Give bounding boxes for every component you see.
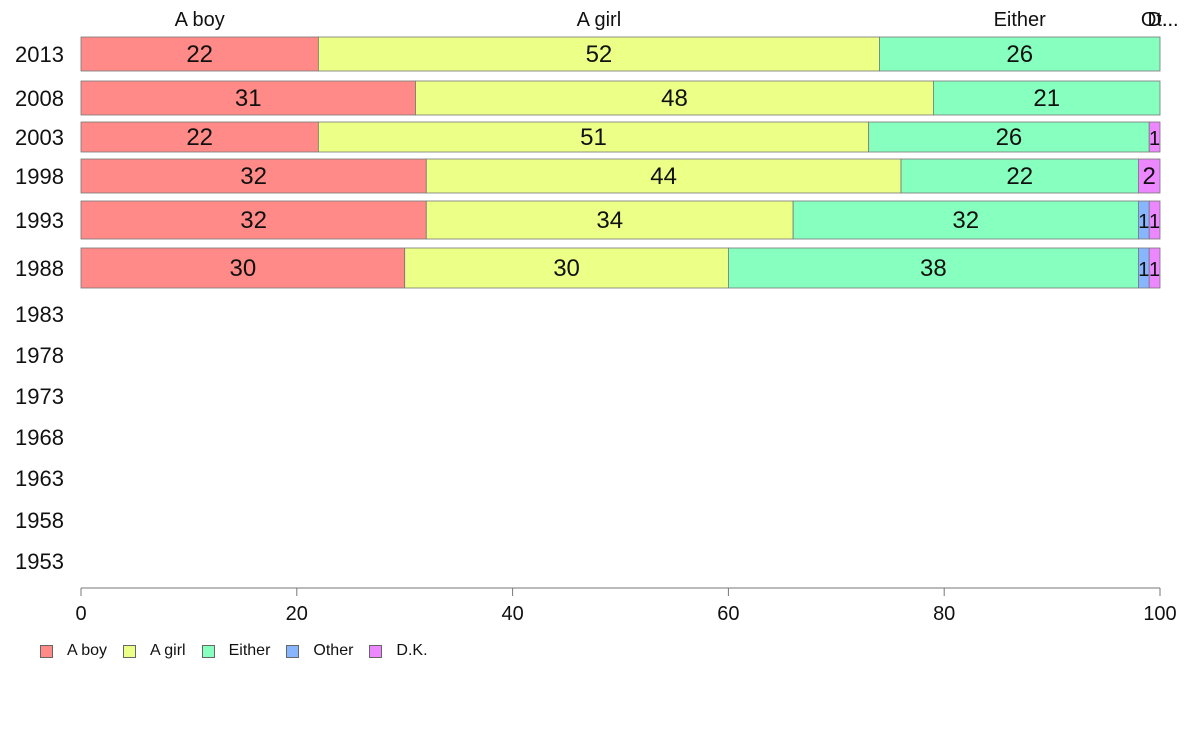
bar-segment <box>425 158 902 194</box>
data-label: 30 <box>229 255 256 282</box>
data-label: 22 <box>186 41 213 68</box>
data-label: 32 <box>240 163 267 190</box>
data-label: 32 <box>240 207 267 234</box>
bar-segment <box>900 158 1139 194</box>
top-series-label: Ot.. <box>1141 9 1173 31</box>
data-label: 22 <box>1006 163 1033 190</box>
bar-segment <box>80 121 319 153</box>
legend-label: A girl <box>150 642 186 659</box>
top-series-label: A boy <box>175 9 225 31</box>
top-series-label: Either <box>994 9 1047 31</box>
y-tick-label: 1998 <box>15 164 64 189</box>
y-tick-label: 1978 <box>15 343 64 368</box>
data-label: 51 <box>580 124 607 151</box>
legend-label: Either <box>228 642 271 659</box>
legend-item: Other <box>286 642 353 660</box>
y-tick-label: 1958 <box>15 508 64 533</box>
bar-segment <box>792 200 1139 240</box>
x-tick-label: 0 <box>75 603 86 625</box>
legend-label: A boy <box>67 642 108 659</box>
legend-label: D.K. <box>396 642 428 659</box>
data-label: 22 <box>186 124 213 151</box>
y-tick-label: 1988 <box>15 256 64 281</box>
y-tick-label: 1973 <box>15 384 64 409</box>
bar-segment <box>879 36 1161 72</box>
bar-segment <box>317 36 880 72</box>
bar-segment <box>80 200 427 240</box>
bar-segment <box>404 247 729 289</box>
legend-swatch <box>201 644 215 658</box>
bar-segment <box>1138 158 1161 194</box>
data-label: 38 <box>920 255 947 282</box>
bar-segment <box>425 200 794 240</box>
legend-swatch <box>123 644 137 658</box>
legend-item: Either <box>201 642 271 660</box>
x-tick-label: 80 <box>933 603 955 625</box>
y-tick-label: 2008 <box>15 86 64 111</box>
data-label: 2 <box>1143 163 1156 190</box>
bar-segment <box>80 247 406 289</box>
y-tick-label: 1963 <box>15 466 64 491</box>
data-label: 31 <box>235 85 262 112</box>
x-tick-label: 20 <box>286 603 308 625</box>
y-tick-label: 1968 <box>15 425 64 450</box>
data-label: 44 <box>650 163 677 190</box>
data-label: 32 <box>952 207 979 234</box>
data-label: 26 <box>1006 41 1033 68</box>
legend-item: D.K. <box>369 642 428 660</box>
x-tick-label: 40 <box>501 603 523 625</box>
bar-segment <box>1148 200 1161 240</box>
data-label: 1 <box>1149 259 1160 281</box>
y-tick-label: 1993 <box>15 208 64 233</box>
data-label: 52 <box>586 41 613 68</box>
bar-segment <box>317 121 870 153</box>
data-label: 34 <box>596 207 623 234</box>
data-label: 1 <box>1149 128 1160 150</box>
top-series-label: A girl <box>577 9 621 31</box>
legend-item: A girl <box>123 642 186 660</box>
bar-segment <box>1148 121 1161 153</box>
data-label: 1 <box>1138 211 1149 233</box>
data-label: 1 <box>1149 211 1160 233</box>
legend-item: A boy <box>40 642 107 660</box>
bar-segment <box>933 80 1161 116</box>
legend-swatch <box>369 644 383 658</box>
bar-segment <box>728 247 1139 289</box>
bar-segment <box>415 80 934 116</box>
x-tick-label: 100 <box>1143 603 1176 625</box>
chart-legend: A boy A girl Either Other D.K. <box>40 642 444 660</box>
y-tick-label: 1983 <box>15 302 64 327</box>
legend-swatch <box>286 644 300 658</box>
data-label: 30 <box>553 255 580 282</box>
data-label: 21 <box>1033 85 1060 112</box>
x-tick-label: 60 <box>717 603 739 625</box>
data-label: 26 <box>996 124 1023 151</box>
top-series-label: D... <box>1147 9 1178 31</box>
y-tick-label: 2013 <box>15 42 64 67</box>
bar-segment <box>1148 247 1161 289</box>
y-tick-label: 2003 <box>15 125 64 150</box>
legend-swatch <box>40 644 53 658</box>
bar-segment <box>868 121 1150 153</box>
data-label: 48 <box>661 85 688 112</box>
y-tick-label: 1953 <box>15 549 64 574</box>
legend-label: Other <box>313 642 354 659</box>
data-label: 1 <box>1138 259 1149 281</box>
